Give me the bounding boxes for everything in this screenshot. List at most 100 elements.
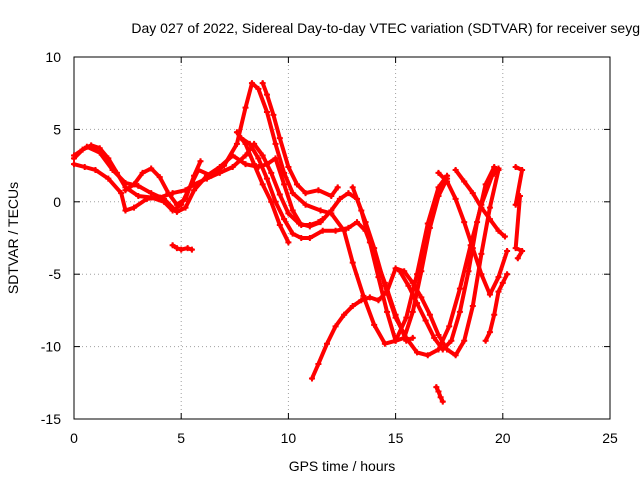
data-point xyxy=(191,187,198,194)
data-point xyxy=(435,169,442,176)
data-marks xyxy=(71,80,526,405)
data-point xyxy=(396,268,403,275)
data-point xyxy=(135,182,142,189)
data-point xyxy=(456,308,463,315)
data-point xyxy=(242,104,249,111)
data-point xyxy=(418,268,425,275)
data-point xyxy=(456,285,463,292)
data-point xyxy=(122,207,129,214)
data-point xyxy=(319,216,326,223)
data-point xyxy=(285,164,292,171)
data-point xyxy=(334,184,341,191)
data-point xyxy=(272,140,279,147)
x-tick-label: 25 xyxy=(602,430,618,446)
series-track xyxy=(513,165,525,261)
data-point xyxy=(486,204,493,211)
data-point xyxy=(71,152,77,159)
data-point xyxy=(317,207,324,214)
data-point xyxy=(504,248,511,255)
data-point xyxy=(495,274,502,281)
data-point xyxy=(302,201,309,208)
data-point xyxy=(281,181,288,188)
data-point xyxy=(409,279,416,286)
series-arc-7 xyxy=(259,80,341,200)
x-tick-label: 0 xyxy=(70,430,78,446)
data-point xyxy=(435,332,442,339)
data-point xyxy=(302,190,309,197)
data-point xyxy=(486,329,493,336)
data-point xyxy=(435,388,442,395)
data-point xyxy=(315,360,322,367)
data-point xyxy=(461,337,468,344)
x-tick-label: 15 xyxy=(388,430,404,446)
data-point xyxy=(403,314,410,321)
y-tick-label: -15 xyxy=(41,411,61,427)
data-point xyxy=(328,193,335,200)
data-point xyxy=(248,80,255,87)
data-point xyxy=(272,155,279,162)
data-point xyxy=(512,245,519,252)
y-tick-label: -5 xyxy=(49,266,62,282)
data-point xyxy=(289,207,296,214)
data-point xyxy=(315,219,322,226)
series-arc-8 xyxy=(308,166,502,382)
data-point xyxy=(452,195,459,202)
data-point xyxy=(381,279,388,286)
data-point xyxy=(414,349,421,356)
data-point xyxy=(384,308,391,315)
series-arc-9 xyxy=(349,175,451,344)
data-point xyxy=(323,340,330,347)
data-point xyxy=(122,179,129,186)
data-point xyxy=(465,268,472,275)
data-point xyxy=(437,394,444,401)
data-point xyxy=(435,184,442,191)
data-point xyxy=(71,161,77,168)
data-point xyxy=(431,334,438,341)
data-point xyxy=(401,334,408,341)
chart-title: Day 027 of 2022, Sidereal Day-to-day VTE… xyxy=(131,20,640,36)
data-point xyxy=(251,161,258,168)
data-point xyxy=(435,193,442,200)
data-point xyxy=(439,346,446,353)
data-point xyxy=(263,175,270,182)
data-point xyxy=(444,178,451,185)
data-point xyxy=(358,207,365,214)
data-point xyxy=(238,135,245,142)
data-point xyxy=(242,161,249,168)
data-point xyxy=(469,190,476,197)
data-point xyxy=(366,294,373,301)
data-point xyxy=(482,181,489,188)
data-point xyxy=(478,271,485,278)
data-point xyxy=(118,190,125,197)
data-point xyxy=(289,230,296,237)
series-arc-14 xyxy=(512,164,526,262)
data-point xyxy=(122,187,129,194)
data-point xyxy=(384,288,391,295)
data-point xyxy=(495,288,502,295)
x-axis-label: GPS time / hours xyxy=(289,458,396,474)
data-point xyxy=(512,201,519,208)
data-point xyxy=(319,227,326,234)
data-point xyxy=(229,164,236,171)
data-point xyxy=(375,297,382,304)
data-point xyxy=(165,190,172,197)
series-arc-4 xyxy=(122,158,204,208)
series-arc-16 xyxy=(433,384,446,405)
y-tick-label: -10 xyxy=(41,339,61,355)
data-point xyxy=(332,323,339,330)
data-point xyxy=(519,166,526,173)
data-point xyxy=(96,149,103,156)
data-point xyxy=(276,221,283,228)
data-point xyxy=(184,245,191,252)
data-point xyxy=(306,221,313,228)
data-point xyxy=(173,201,180,208)
data-point xyxy=(289,190,296,197)
data-point xyxy=(418,294,425,301)
data-point xyxy=(156,174,163,181)
data-point xyxy=(486,216,493,223)
data-point xyxy=(285,239,292,246)
data-point xyxy=(358,297,365,304)
axis-ticks: 0 5 10 15 20 25 -15 -10 -5 0 5 10 xyxy=(41,49,618,446)
x-tick-label: 20 xyxy=(495,430,511,446)
